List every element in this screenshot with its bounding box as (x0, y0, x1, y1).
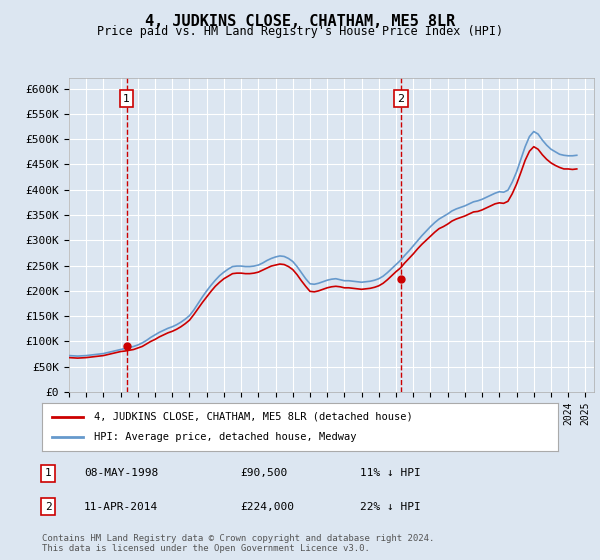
Text: 1: 1 (44, 468, 52, 478)
Text: HPI: Average price, detached house, Medway: HPI: Average price, detached house, Medw… (94, 432, 356, 442)
Text: 22% ↓ HPI: 22% ↓ HPI (360, 502, 421, 512)
Text: 4, JUDKINS CLOSE, CHATHAM, ME5 8LR: 4, JUDKINS CLOSE, CHATHAM, ME5 8LR (145, 14, 455, 29)
Text: Price paid vs. HM Land Registry's House Price Index (HPI): Price paid vs. HM Land Registry's House … (97, 25, 503, 38)
Text: 1: 1 (123, 94, 130, 104)
Text: 2: 2 (397, 94, 404, 104)
Text: 08-MAY-1998: 08-MAY-1998 (84, 468, 158, 478)
Text: £90,500: £90,500 (240, 468, 287, 478)
Text: Contains HM Land Registry data © Crown copyright and database right 2024.
This d: Contains HM Land Registry data © Crown c… (42, 534, 434, 553)
Text: £224,000: £224,000 (240, 502, 294, 512)
Text: 11% ↓ HPI: 11% ↓ HPI (360, 468, 421, 478)
Text: 11-APR-2014: 11-APR-2014 (84, 502, 158, 512)
Text: 2: 2 (44, 502, 52, 512)
Text: 4, JUDKINS CLOSE, CHATHAM, ME5 8LR (detached house): 4, JUDKINS CLOSE, CHATHAM, ME5 8LR (deta… (94, 412, 412, 422)
